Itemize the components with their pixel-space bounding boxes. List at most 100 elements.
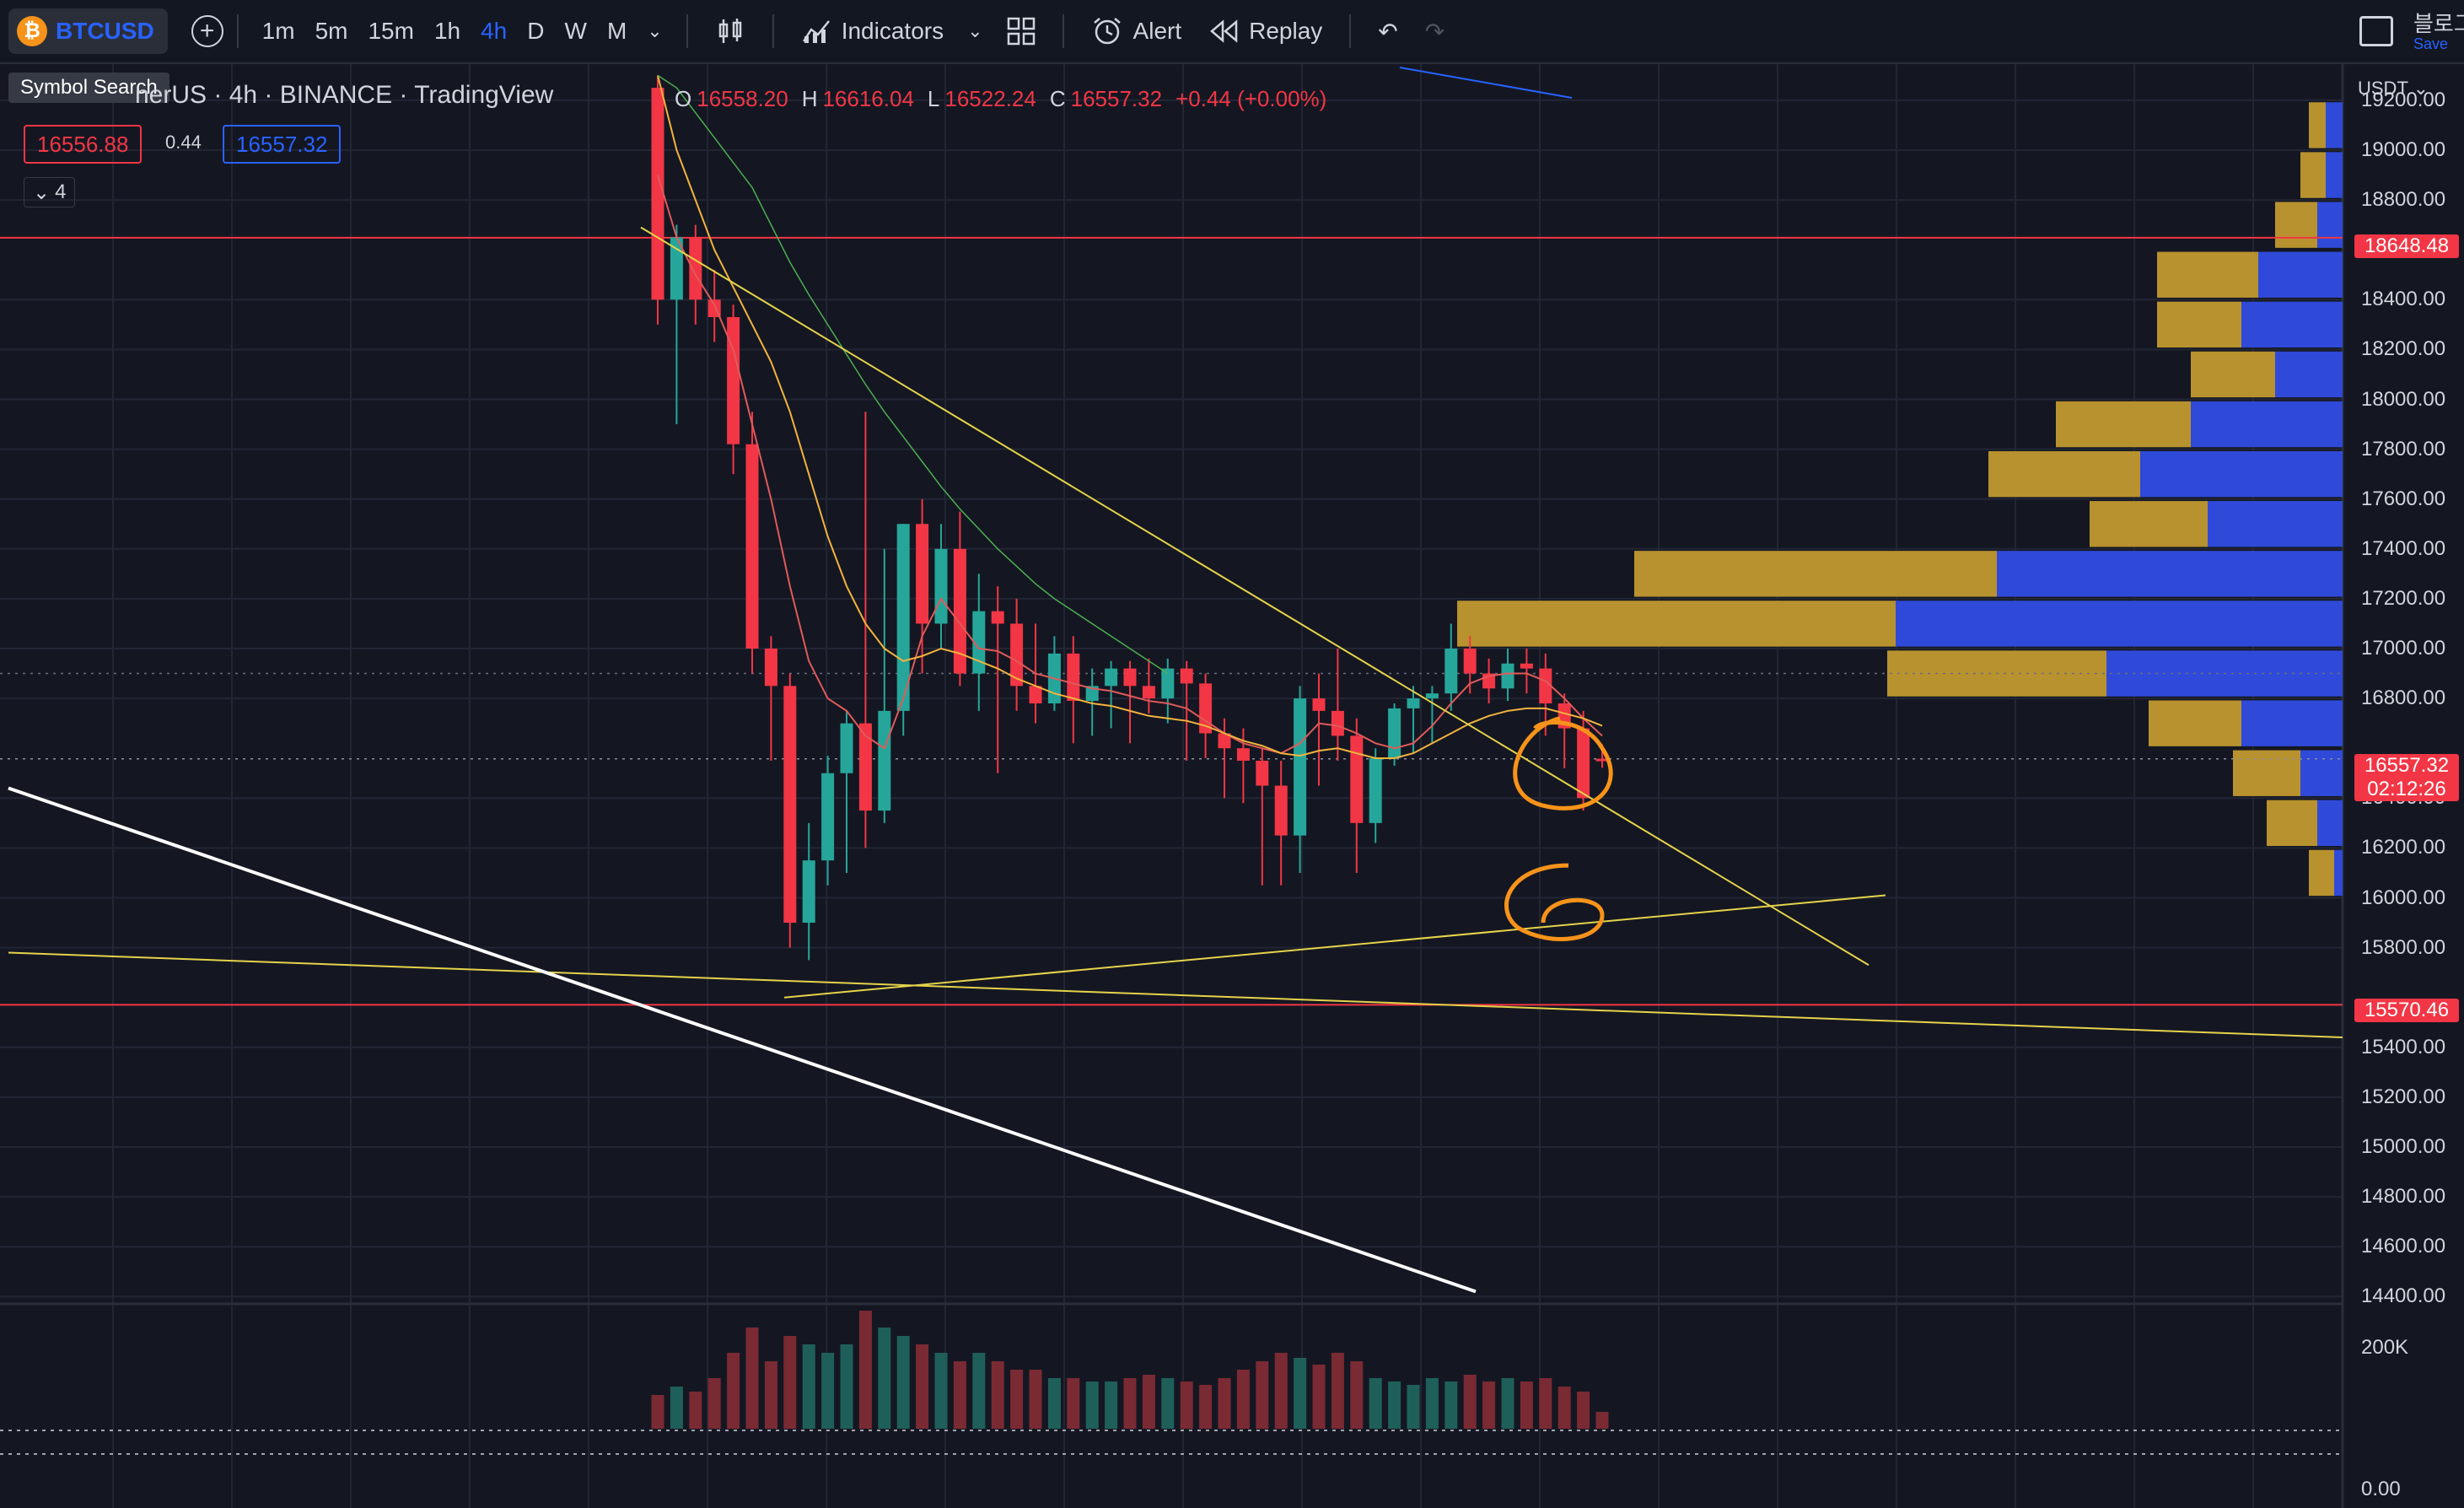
volume-bar <box>1445 1381 1458 1429</box>
currency-label: USDT <box>2358 78 2408 99</box>
volume-bar <box>821 1353 835 1429</box>
low-value: 16522.24 <box>944 86 1036 111</box>
current-price-value: 16557.32 <box>2364 754 2450 777</box>
price-axis-label: 17800.00 <box>2361 437 2446 460</box>
buy-price-button[interactable]: 16557.32 <box>223 125 342 164</box>
timeframe-D[interactable]: D <box>527 18 545 44</box>
volume-bar <box>1595 1412 1609 1429</box>
volume-bar <box>1407 1385 1420 1429</box>
price-chart[interactable] <box>0 64 2464 1508</box>
timeframe-1m[interactable]: 1m <box>261 18 295 44</box>
volume-bar <box>727 1353 740 1429</box>
currency-selector[interactable]: USDT ⌄ <box>2358 78 2429 99</box>
volume-bar <box>1256 1361 1269 1429</box>
resistance-price-tag: 18648.48 <box>2354 234 2459 258</box>
toolbar-divider <box>686 14 688 48</box>
candle-up <box>670 237 683 300</box>
candle-up <box>1294 698 1307 836</box>
timeframe-4h[interactable]: 4h <box>481 18 508 44</box>
ohlc-readout: O 16558.20 H 16616.04 L 16522.24 C 16557.32 … <box>675 86 1335 112</box>
volume-bar <box>1085 1381 1099 1429</box>
ascending-trendline <box>783 894 1886 999</box>
top-toolbar: ₿ BTCUSD + 1m 5m 15m 1h 4h D W M ⌄ Indicators ⌄ <box>0 0 2464 64</box>
volume-bar <box>991 1361 1004 1429</box>
volume-bar <box>1067 1378 1080 1429</box>
volume-profile-bar-down <box>2241 301 2343 348</box>
candle-up <box>840 723 853 773</box>
candle-down <box>1142 686 1155 699</box>
volume-profile-bar-down <box>2317 202 2343 248</box>
chart-type-button[interactable] <box>702 16 759 46</box>
price-axis-label: 14800.00 <box>2361 1185 2446 1209</box>
candle-up <box>1369 758 1382 823</box>
volume-profile-bar-up <box>2090 501 2208 547</box>
candle-up <box>1161 668 1175 699</box>
high-value: 16616.04 <box>822 86 914 111</box>
rewind-icon <box>1210 19 1238 43</box>
timeframe-W[interactable]: W <box>564 18 587 44</box>
timeframe-1h[interactable]: 1h <box>433 18 461 44</box>
volume-profile-bar-down <box>1997 551 2343 597</box>
candle-countdown: 02:12:26 <box>2367 778 2446 800</box>
timeframe-5m[interactable]: 5m <box>315 18 348 44</box>
indicator-list-toggle[interactable]: ⌄ 4 <box>24 177 76 207</box>
undo-icon[interactable]: ↶ <box>1378 18 1398 45</box>
volume-bar <box>916 1344 929 1429</box>
candle-down <box>1595 758 1609 762</box>
chevron-down-icon[interactable]: ⌄ <box>967 20 983 41</box>
redo-icon[interactable]: ↷ <box>1424 18 1445 45</box>
volume-profile-bar-up <box>2309 849 2334 897</box>
volume-profile-bar-down <box>2241 700 2343 746</box>
candle-up <box>821 773 835 861</box>
volume-bar <box>858 1311 872 1429</box>
candle-down <box>651 88 664 300</box>
symbol-selector[interactable]: ₿ BTCUSD <box>8 8 168 54</box>
volume-bar <box>1501 1378 1514 1429</box>
replay-button[interactable]: Replay <box>1195 18 1336 45</box>
volume-profile-bar-down <box>2140 450 2343 498</box>
volume-bar <box>783 1336 797 1429</box>
change-value: +0.44 (+0.00%) <box>1176 86 1327 111</box>
blue-trendline <box>1399 67 1573 99</box>
close-value: 16557.32 <box>1070 86 1163 111</box>
volume-bar <box>1123 1378 1137 1429</box>
candle-down <box>764 649 777 687</box>
candle-down <box>1218 733 1231 749</box>
volume-profile-bar-down <box>2208 501 2343 547</box>
volume-profile-bar-down <box>2258 251 2343 298</box>
indicators-button[interactable]: Indicators <box>788 18 957 45</box>
blog-label: 블로그 <box>2413 11 2464 36</box>
price-axis-label: 16200.00 <box>2361 836 2446 859</box>
timeframe-M[interactable]: M <box>606 18 627 44</box>
volume-bar <box>1010 1370 1024 1429</box>
volume-bar <box>1312 1365 1326 1429</box>
alert-button[interactable]: Alert <box>1078 16 1196 46</box>
volume-bar <box>745 1328 759 1429</box>
layouts-button[interactable] <box>993 17 1049 46</box>
candle-down <box>1029 686 1042 704</box>
fullscreen-icon[interactable] <box>2359 16 2393 46</box>
volume-profile-bar-down <box>2317 800 2343 847</box>
volume-bar <box>1218 1378 1231 1429</box>
volume-bar <box>1388 1381 1401 1429</box>
timeframe-15m[interactable]: 15m <box>368 18 414 44</box>
add-symbol-icon[interactable]: + <box>191 15 223 47</box>
candle-up <box>878 710 891 811</box>
chevron-down-icon[interactable]: ⌄ <box>647 20 663 41</box>
price-axis-label: 16000.00 <box>2361 886 2446 909</box>
symbol-search-tooltip: Symbol Search <box>8 73 169 103</box>
sell-price-button[interactable]: 16556.88 <box>24 125 143 164</box>
candle-up <box>1501 663 1514 689</box>
alert-label: Alert <box>1132 18 1182 44</box>
candle-up <box>934 548 948 624</box>
price-axis-label: 14400.00 <box>2361 1284 2446 1308</box>
annotation-circle <box>1513 716 1613 811</box>
volume-profile-bar-up <box>2275 202 2317 248</box>
price-axis-label: 18000.00 <box>2361 387 2446 411</box>
volume-bar <box>896 1336 910 1429</box>
candle-down <box>1463 649 1477 674</box>
save-area[interactable]: 블로그 Save <box>2413 11 2464 51</box>
candle-up <box>1105 668 1118 687</box>
annotation-circle <box>1504 863 1605 941</box>
volume-bar <box>1294 1358 1307 1429</box>
